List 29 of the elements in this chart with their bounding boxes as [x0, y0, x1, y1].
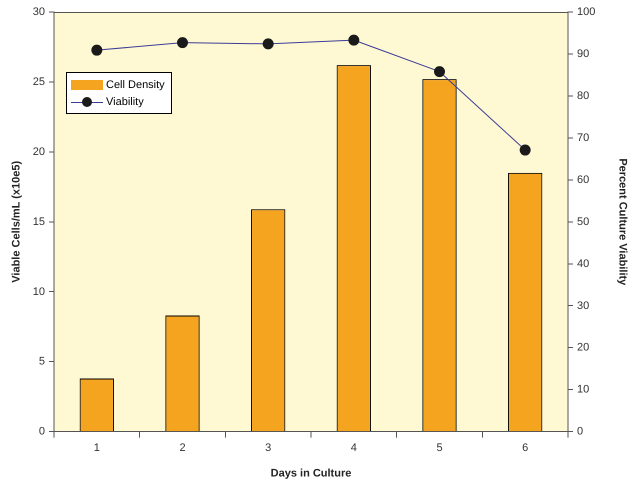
y-tick-label: 25 — [32, 76, 45, 88]
y2-tick-label: 60 — [577, 174, 590, 186]
y2-tick-label: 70 — [577, 132, 590, 144]
legend-label: Cell Density — [106, 78, 165, 90]
x-tick-label: 2 — [179, 442, 186, 454]
y2-tick-label: 50 — [577, 216, 590, 228]
y-tick-label: 30 — [32, 6, 45, 18]
y2-tick-label: 40 — [577, 258, 590, 270]
y2-tick-label: 10 — [577, 384, 590, 396]
y2-tick-label: 100 — [577, 6, 596, 18]
y-tick-label: 5 — [38, 356, 45, 368]
y2-axis-title: Percent Culture Viability — [616, 158, 628, 286]
x-tick-label: 3 — [265, 442, 272, 454]
y2-tick-label: 20 — [577, 342, 590, 354]
x-tick-label: 5 — [436, 442, 443, 454]
y2-tick-label: 80 — [577, 90, 590, 102]
y2-tick-label: 0 — [577, 426, 584, 438]
legend-label: Viability — [106, 96, 144, 108]
y2-tick-label: 90 — [577, 48, 590, 60]
y-tick-label: 20 — [32, 146, 45, 158]
x-tick-label: 4 — [350, 442, 357, 454]
x-tick-label: 6 — [522, 442, 528, 454]
y-axis-title: Viable Cells/mL (x10e5) — [10, 160, 23, 283]
y-tick-label: 0 — [38, 426, 45, 438]
x-axis-title: Days in Culture — [270, 467, 352, 480]
y-tick-label: 10 — [32, 286, 45, 298]
x-tick-label: 1 — [94, 442, 100, 454]
y-tick-label: 15 — [32, 216, 45, 228]
y2-tick-label: 30 — [577, 300, 590, 312]
